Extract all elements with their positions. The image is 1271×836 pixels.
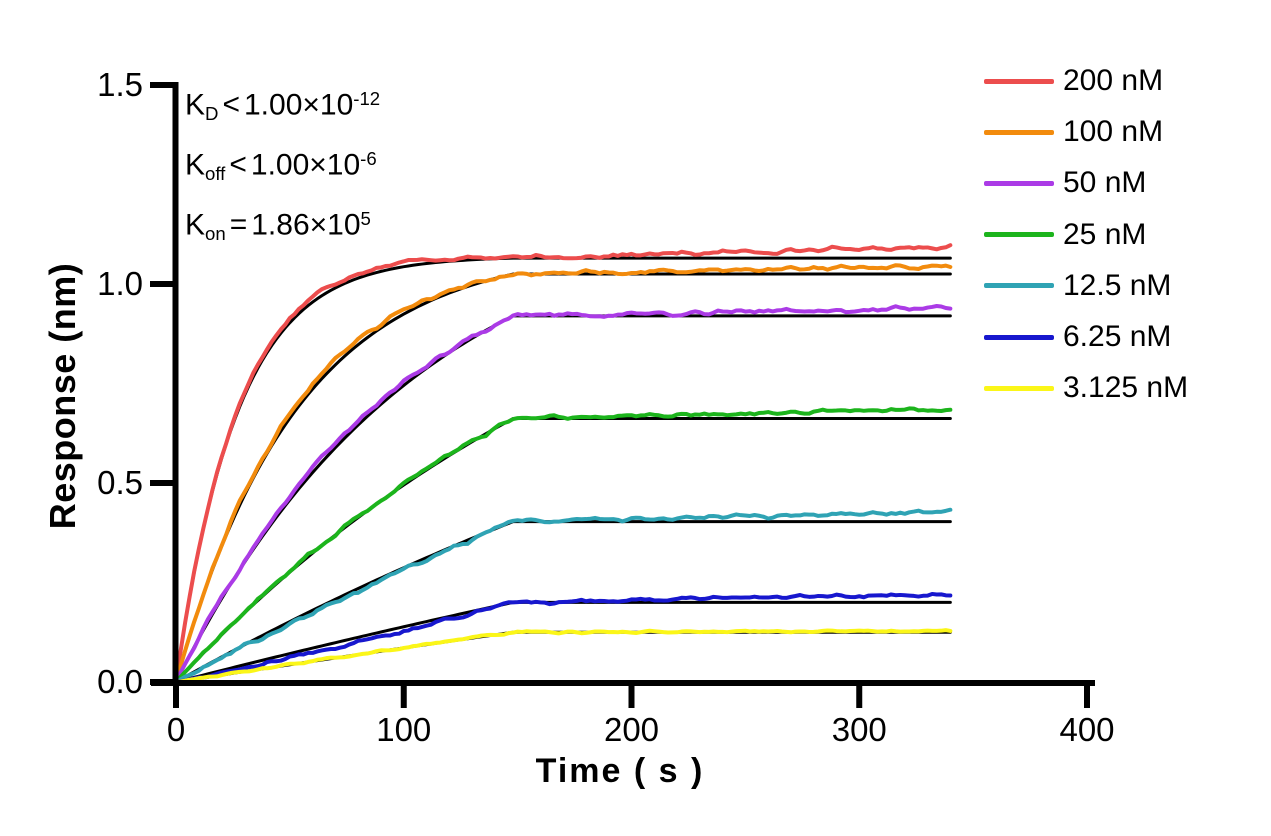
legend-label: 25 nM <box>1063 217 1147 251</box>
x-axis-title: Time ( s ) <box>535 752 705 790</box>
fit-line-200-nM <box>174 256 952 684</box>
legend-label: 50 nM <box>1063 166 1147 200</box>
legend-line-swatch <box>984 232 1054 238</box>
kinetics-line-KD: KD <1.00×10-12 <box>185 88 381 124</box>
legend-line-swatch <box>984 129 1054 135</box>
legend-item-50-nM: 50 nM <box>984 166 1146 200</box>
legend-item-100-nM: 100 nM <box>984 115 1163 149</box>
data-curve-3.125-nM <box>174 628 953 684</box>
legend-line-swatch <box>984 385 1054 391</box>
data-curve-50-nM <box>174 304 953 684</box>
x-tick-label-0: 0 <box>166 711 186 748</box>
legend-item-6.25-nM: 6.25 nM <box>984 320 1171 354</box>
x-tick-label-200: 200 <box>603 711 660 748</box>
legend-line-swatch <box>984 283 1054 289</box>
y-tick-label-1.0: 1.0 <box>97 265 143 302</box>
legend-label: 200 nM <box>1063 64 1164 97</box>
y-tick-label-0.5: 0.5 <box>97 464 143 501</box>
legend-item-3.125-nM: 3.125 nM <box>984 371 1188 405</box>
y-tick-label-0.0: 0.0 <box>97 663 143 700</box>
legend-line-swatch <box>984 334 1054 340</box>
legend-label: 6.25 nM <box>1063 320 1172 353</box>
data-curve-100-nM <box>174 263 953 684</box>
fit-line-25-nM <box>174 417 952 684</box>
y-tick-label-1.5: 1.5 <box>97 66 143 103</box>
data-curve-6.25-nM <box>174 591 953 684</box>
data-curve-200-nM <box>174 243 953 684</box>
fit-line-50-nM <box>174 314 952 684</box>
kinetics-line-Koff: Koff <1.00×10-6 <box>185 147 377 184</box>
x-tick-label-400: 400 <box>1059 711 1115 748</box>
axes-and-ticks <box>150 82 1095 708</box>
kinetics-line-Kon: Kon = 1.86×105 <box>185 207 371 244</box>
legend-label: 12.5 nM <box>1063 268 1172 302</box>
legend-label: 100 nM <box>1063 115 1164 149</box>
x-tick-label-100: 100 <box>376 711 432 748</box>
legend-label: 3.125 nM <box>1063 371 1189 405</box>
fit-line-6.25-nM <box>174 600 952 684</box>
data-curve-12.5-nM <box>174 507 953 684</box>
kinetics-annotation: KD <1.00×10-12 Koff <1.00×10-6 Kon = 1.86×105 <box>185 76 380 256</box>
x-tick-label-300: 300 <box>831 711 887 748</box>
legend-item-12.5-nM: 12.5 nM <box>984 269 1171 303</box>
legend-item-200-nM: 200 nM <box>984 64 1163 98</box>
y-axis-title: Response (nm) <box>42 262 83 530</box>
legend-line-swatch <box>984 180 1054 186</box>
legend-item-25-nM: 25 nM <box>984 218 1146 252</box>
data-curve-25-nM <box>174 406 953 684</box>
legend-line-swatch <box>984 78 1054 84</box>
